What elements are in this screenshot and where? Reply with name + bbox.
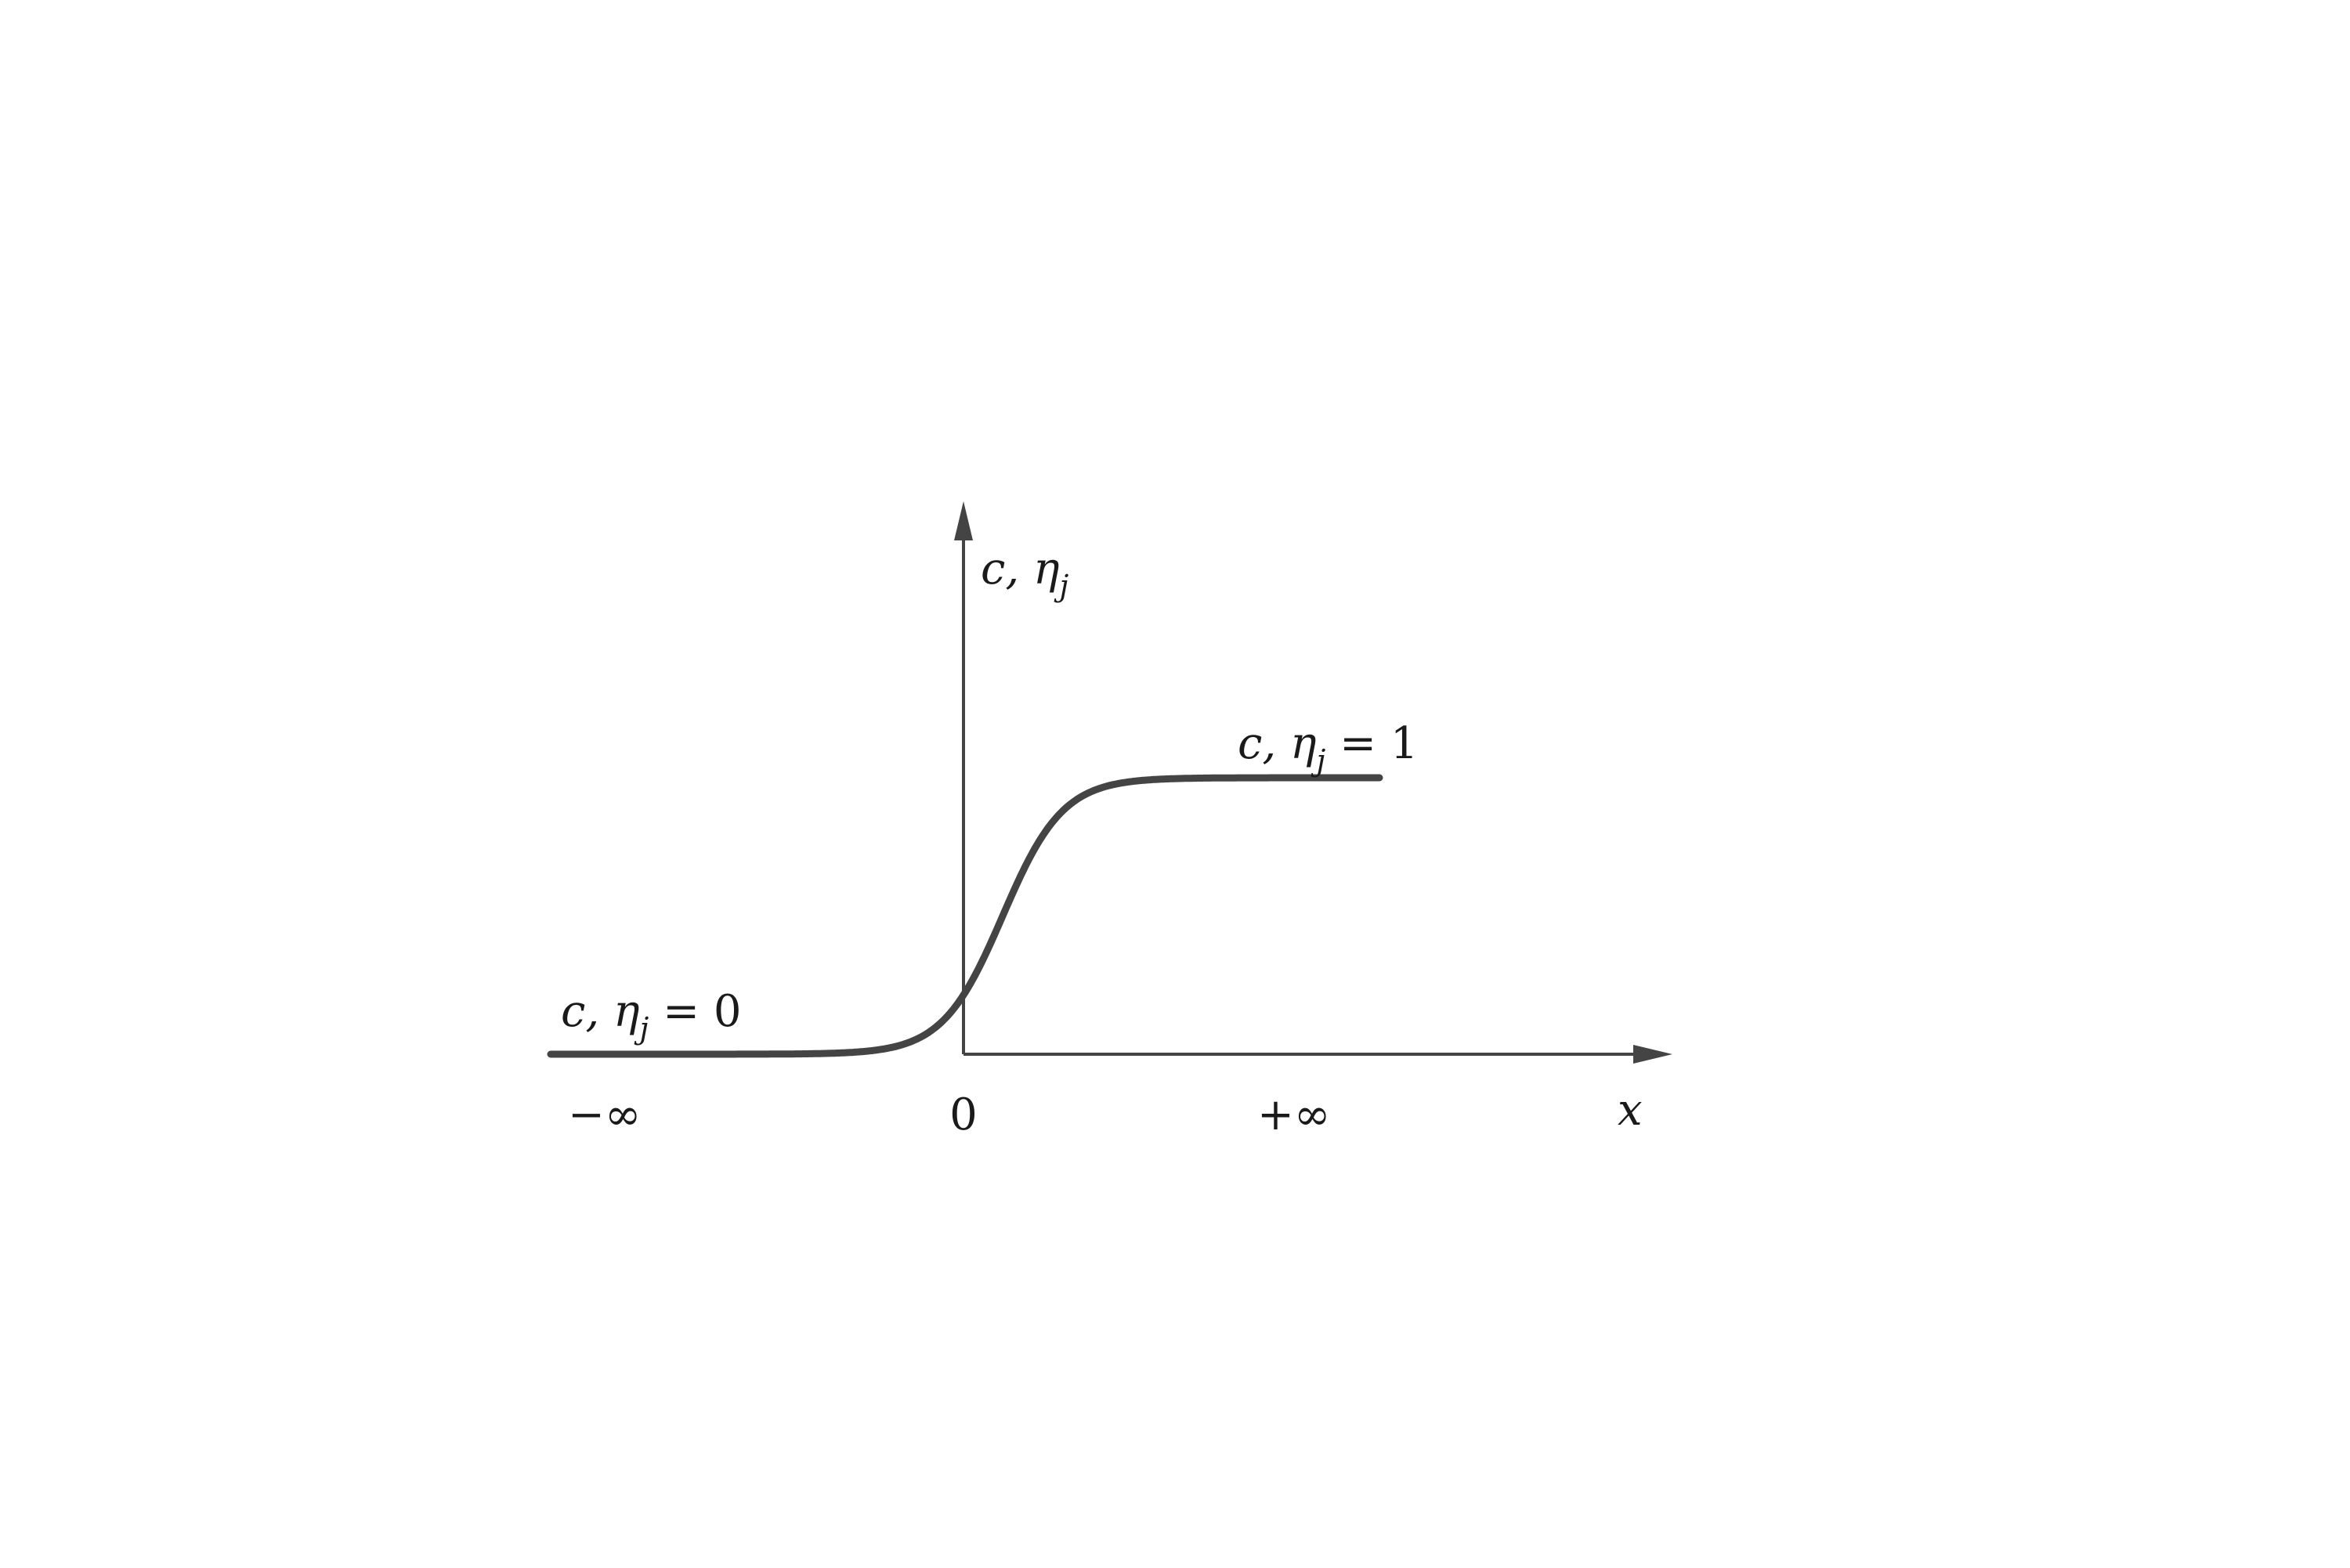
x-axis-arrowhead [1633,1045,1672,1064]
tick-neg-inf: −∞ [568,1089,642,1140]
x-axis-label: x [1618,1085,1643,1136]
y-axis-label: c, ηj [981,544,1069,603]
left-plateau-label: c, ηj = 0 [561,986,741,1046]
y-axis-arrowhead [954,501,973,540]
tick-zero: 0 [949,1089,978,1140]
right-plateau-label: c, ηj = 1 [1238,718,1418,778]
sigmoid-curve [547,774,1383,1058]
tick-pos-inf: +∞ [1257,1089,1331,1140]
